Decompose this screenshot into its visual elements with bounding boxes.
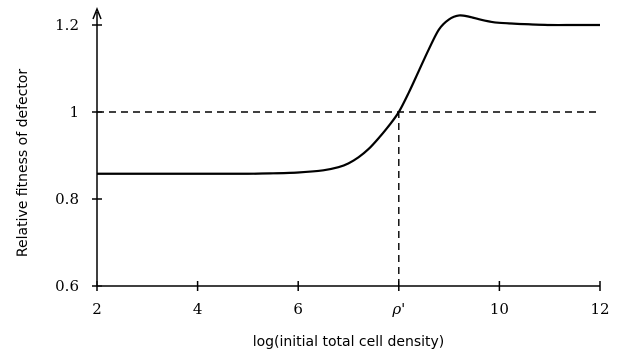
reference-lines xyxy=(97,111,600,286)
x-axis-ticks: 2 4 6 ρ' 10 12 xyxy=(92,281,610,318)
x-tick-label: 4 xyxy=(193,300,203,318)
y-axis-title: Relative fitness of defector xyxy=(15,69,31,257)
x-tick-label: ρ' xyxy=(391,300,405,318)
series-group xyxy=(97,14,600,175)
x-tick-label: 6 xyxy=(293,300,303,318)
y-tick-label: 0.8 xyxy=(55,190,79,208)
y-axis-ticks: 0.6 0.8 1 1.2 xyxy=(55,16,102,295)
axes xyxy=(92,6,600,287)
x-axis-title: log(initial total cell density) xyxy=(253,334,445,350)
x-tick-label: 2 xyxy=(92,300,102,318)
series-line xyxy=(97,14,600,175)
y-tick-label: 1.2 xyxy=(55,16,79,34)
y-axis-arrow xyxy=(92,6,102,20)
x-tick-label: 10 xyxy=(490,300,509,318)
x-tick-label: 12 xyxy=(590,300,609,318)
y-tick-label: 0.6 xyxy=(55,277,79,295)
y-tick-label: 1 xyxy=(69,103,79,121)
